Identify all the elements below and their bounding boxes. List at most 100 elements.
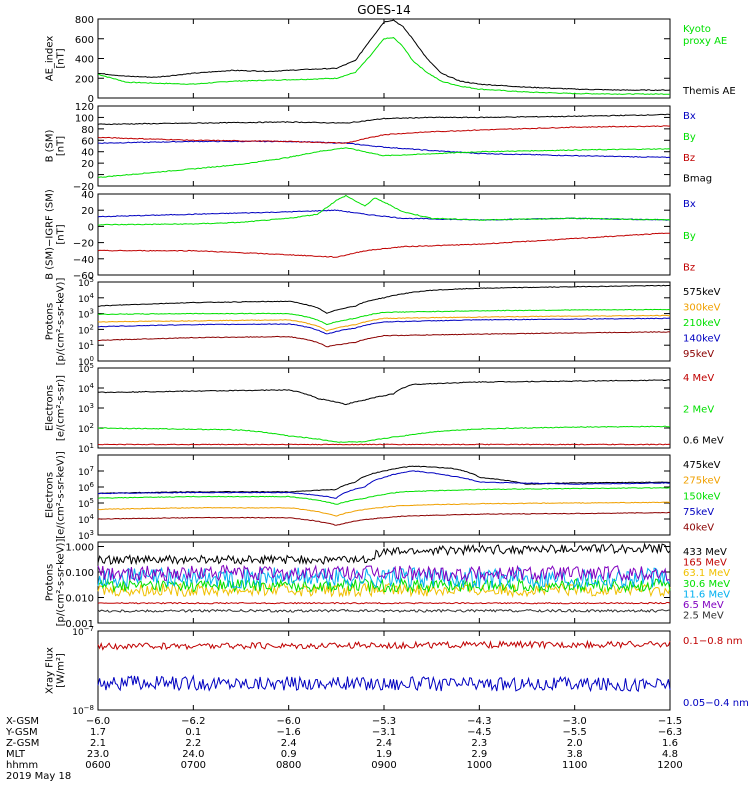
legend-entry: Bmag [683,174,712,185]
ephemeris-row-label: X-GSM [6,716,39,727]
legend-entry: 150keV [683,491,721,502]
legend-entry: Themis AE [682,86,736,97]
y-axis-label: [e/(cm²-s-sr)] [56,375,67,441]
ephemeris-value: 24.0 [182,749,204,760]
series-line-electrons-kev-1 [97,501,670,517]
panel-frame [97,193,671,276]
y-tick-label: −60 [73,271,94,282]
y-axis-label: [p/(cm²-s-sr-keV)] [56,278,67,366]
panel-xray: 10−8 10−7 Xray Flux [W/m²] 0.1−0.8 nm 0.05−0.… [45,625,749,717]
y-tick-label: 100 [78,355,94,368]
series-line-protons-mev-5 [97,564,671,583]
ephemeris-value: 1.9 [376,749,392,760]
ephemeris-value: 1200 [657,760,682,771]
series-line-electrons-mev-1 [97,425,671,443]
y-tick-label: 102 [78,422,94,435]
y-axis-label: Protons [45,564,56,601]
y-tick-label: 0.100 [65,568,94,579]
ephemeris-value: 0.9 [281,749,297,760]
ephemeris-value: 2.4 [281,738,297,749]
ephemeris-value: 2.4 [376,738,392,749]
ephemeris-value: −6.3 [658,727,682,738]
y-tick-label: 120 [75,102,94,113]
series-line-bigrf-2 [97,232,670,258]
legend-entry: Bx [683,111,696,122]
series-line-bsm-3 [97,113,671,126]
series-line-protons-0 [97,284,671,314]
series-line-bsm-2 [97,125,671,144]
legend-entry: 0.05−0.4 nm [683,698,749,709]
series-line-protons-mev-4 [97,566,671,590]
series-line-electrons-kev-0 [97,465,671,495]
y-tick-label: 10−7 [72,625,94,638]
ephemeris-row-label: MLT [6,749,26,760]
panel-protons-mev: 0.001 0.010 0.100 1.000 Protons [p/(cm²-s-sr-… [45,539,731,630]
legend-entry: Bz [683,153,695,164]
legend-entry: 0.1−0.8 nm [683,636,742,647]
ephemeris-value: 0900 [371,760,396,771]
y-tick-label: 100 [75,113,94,124]
legend-entry: Bx [683,199,696,210]
series-line-ae-0 [97,37,671,95]
y-axis-label: Electrons [45,472,56,518]
ephemeris-value: −4.5 [467,727,491,738]
legend-entry: 95keV [683,349,714,360]
y-tick-label: 103 [78,529,94,542]
series-line-electrons-mev-2 [97,379,671,406]
y-axis-label: [nT] [56,48,67,68]
legend-entry: 75keV [683,507,714,518]
ephemeris-value: −5.5 [563,727,587,738]
y-tick-label: 101 [78,442,94,455]
ephemeris-table: X-GSM −6.0 −6.2 −6.0 −5.3 −4.3 −3.0 −1.5 Y-GSM 1.… [5,716,683,782]
y-tick-label: 105 [78,276,94,289]
series-line-protons-1 [97,314,671,332]
ephemeris-value: 4.8 [662,749,678,760]
legend-entry: 4 MeV [683,373,714,384]
series-line-electrons-mev-0 [97,443,671,446]
y-tick-label: 104 [78,292,94,305]
series-line-protons-mev-2 [97,582,671,599]
y-tick-label: 200 [75,74,94,85]
ephemeris-value: 1000 [467,760,492,771]
y-tick-label: 40 [81,190,94,201]
y-axis-label: [nT] [56,224,67,244]
y-axis-label: Protons [45,303,56,340]
ephemeris-row-label: hhmm [6,760,38,771]
y-tick-label: 105 [78,362,94,375]
legend-entry: 165 MeV [683,558,727,569]
y-tick-label: 20 [81,159,94,170]
y-tick-label: 104 [78,513,94,526]
series-line-protons-2 [97,308,671,326]
panel-frame [97,18,671,99]
ephemeris-date: 2019 May 18 [6,771,71,782]
series-line-ae-1 [98,19,671,92]
y-tick-label: 0 [88,222,94,233]
series-line-xray-0 [97,639,671,651]
legend-entry: 63.1 MeV [683,568,730,579]
y-tick-label: 102 [78,323,94,336]
ephemeris-value: −5.3 [372,716,396,727]
ephemeris-value: −3.0 [563,716,587,727]
legend-entry: By [683,132,696,143]
series-line-protons-mev-3 [97,577,671,594]
series-line-electrons-kev-2 [97,487,671,505]
ephemeris-value: 2.3 [471,738,487,749]
series-line-electrons-kev-3 [98,470,671,499]
legend-entry: proxy AE [683,36,727,47]
y-tick-label: 0 [88,94,94,105]
y-tick-label: 800 [75,15,94,26]
y-tick-label: 101 [78,339,94,352]
y-axis-label: B (SM) [45,129,56,162]
y-axis-label: B (SM)−IGRF (SM) [45,189,56,280]
ephemeris-value: −6.0 [277,716,301,727]
ephemeris-value: 23.0 [87,749,109,760]
legend-entry: 300keV [683,302,721,313]
y-tick-label: 60 [81,136,94,147]
panel-bigrf: −60 −40 −20 0 20 40 B (SM)−IGRF (SM) [nT] Bx By Bz [45,189,696,282]
y-tick-label: 600 [75,35,94,46]
ephemeris-value: 2.1 [90,738,106,749]
series-line-protons-mev-1 [97,601,671,605]
legend-entry: Bz [683,263,695,274]
